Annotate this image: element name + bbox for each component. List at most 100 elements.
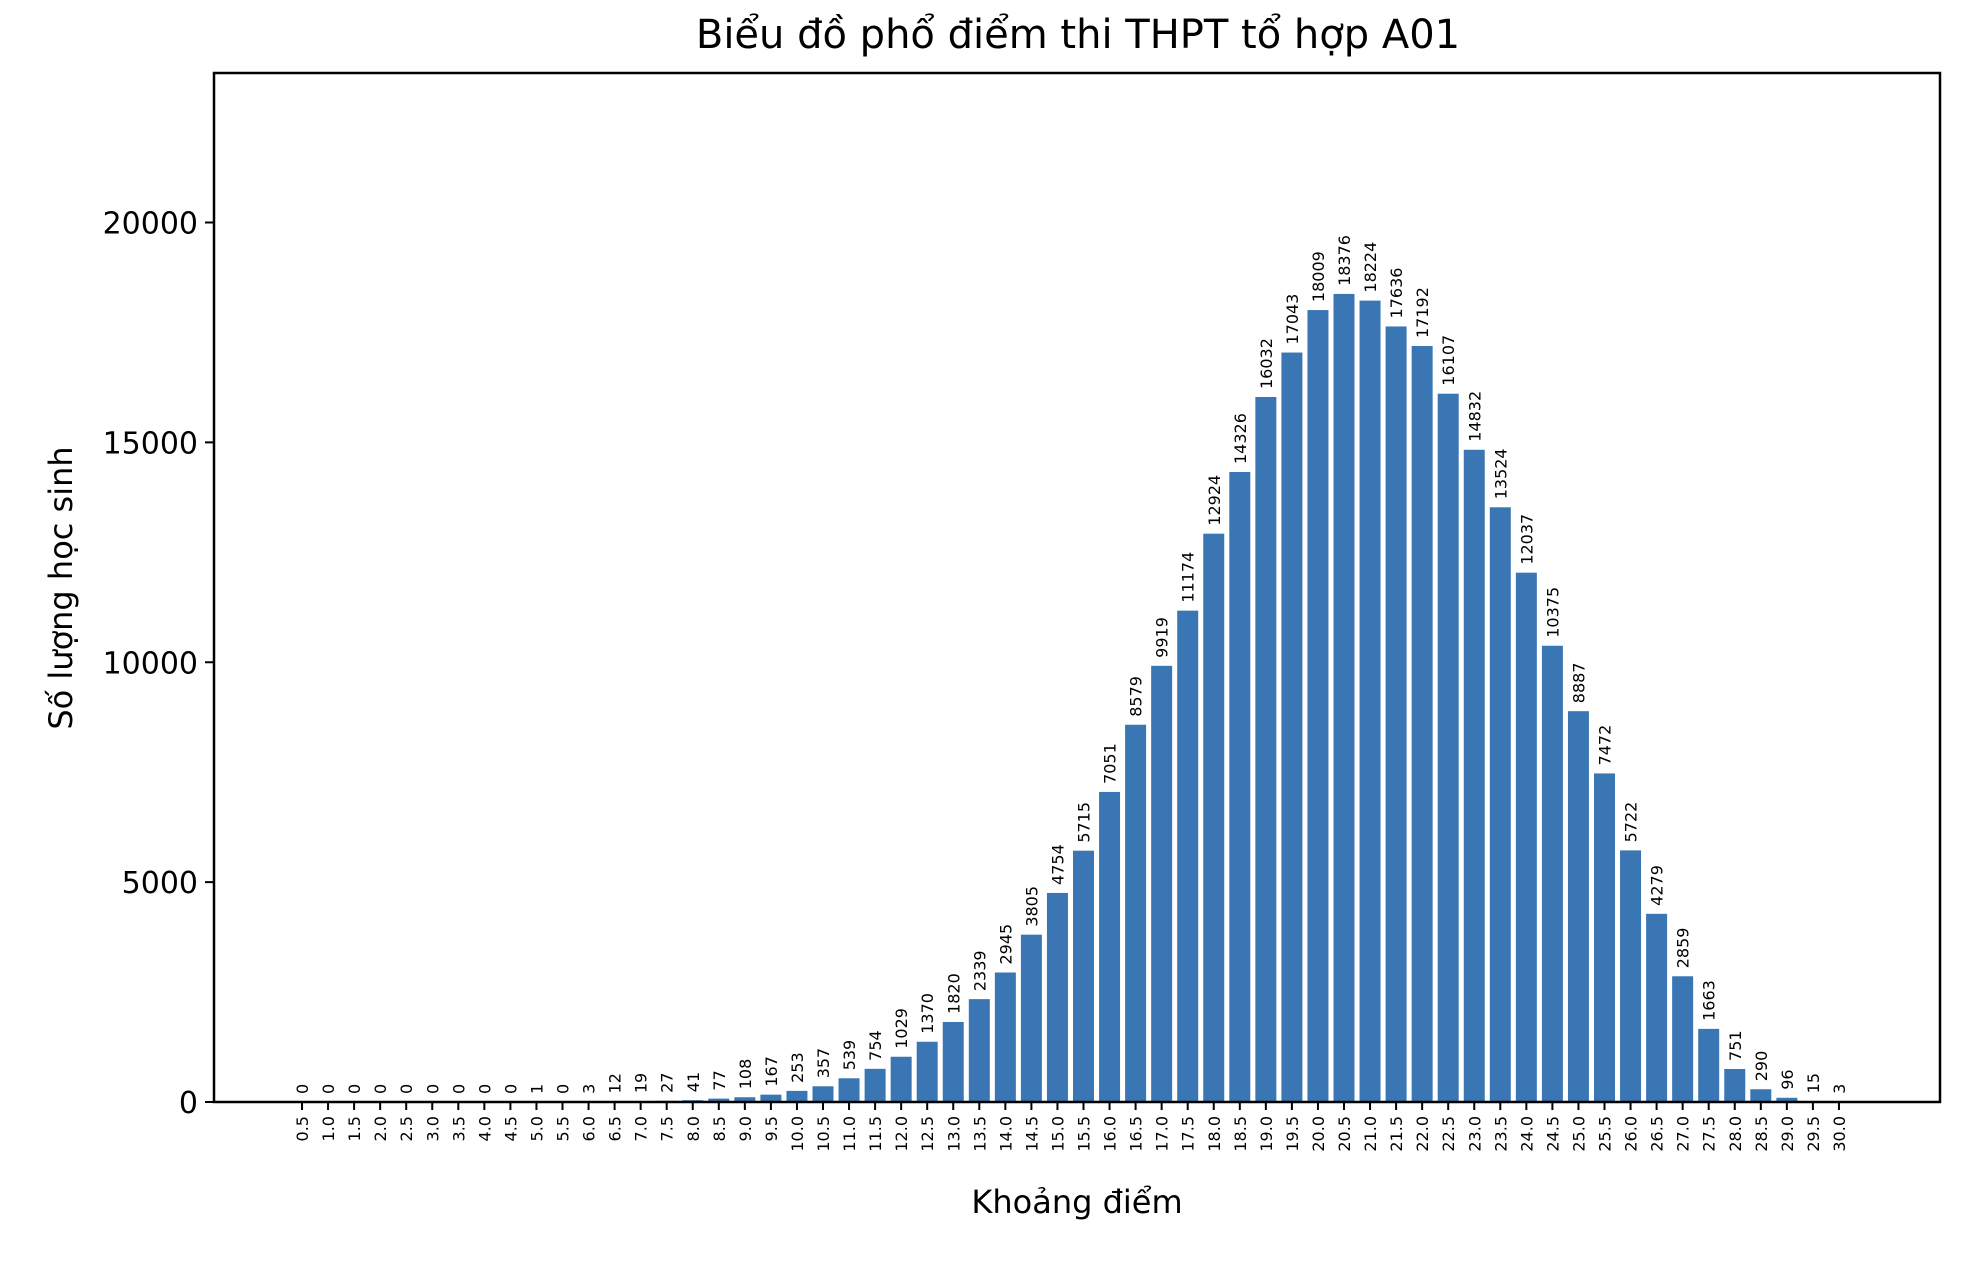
data-label: 754 — [866, 1030, 885, 1061]
bar — [1437, 393, 1459, 1103]
bar — [1099, 791, 1121, 1102]
x-tick-label: 27.0 — [1674, 1116, 1693, 1152]
bar — [1620, 850, 1642, 1102]
x-tick-label: 18.0 — [1205, 1116, 1224, 1152]
bar — [708, 1098, 730, 1102]
data-label: 10375 — [1543, 587, 1562, 638]
data-label: 1370 — [918, 993, 937, 1034]
x-tick-label: 4.0 — [475, 1116, 494, 1141]
x-tick-label: 29.5 — [1804, 1116, 1823, 1152]
data-label: 1029 — [892, 1008, 911, 1049]
x-tick-label: 3.0 — [423, 1116, 442, 1141]
x-tick-label: 8.5 — [710, 1116, 729, 1141]
x-tick-label: 6.5 — [606, 1116, 625, 1141]
bar — [1698, 1028, 1720, 1102]
y-tick-label: 5000 — [122, 866, 198, 901]
x-tick-label: 23.0 — [1465, 1116, 1484, 1152]
data-label: 14832 — [1465, 391, 1484, 442]
x-tick-label: 7.5 — [658, 1116, 677, 1141]
data-label: 2945 — [996, 924, 1015, 965]
x-tick-label: 8.0 — [684, 1116, 703, 1141]
x-tick-label: 14.0 — [996, 1116, 1015, 1152]
bar — [1594, 773, 1615, 1102]
data-label: 12 — [606, 1073, 625, 1093]
bar — [916, 1041, 938, 1102]
bar — [864, 1068, 886, 1102]
x-tick-label: 23.5 — [1491, 1116, 1510, 1152]
x-tick-label: 10.5 — [814, 1116, 833, 1152]
data-label: 3805 — [1022, 886, 1041, 927]
bar — [1724, 1068, 1746, 1102]
data-label: 4279 — [1648, 865, 1667, 906]
x-tick-label: 22.0 — [1413, 1116, 1432, 1152]
bar — [1567, 711, 1589, 1102]
data-label: 9919 — [1153, 617, 1172, 658]
data-label: 0 — [319, 1084, 338, 1094]
data-label: 5715 — [1075, 802, 1094, 843]
bar — [1333, 293, 1355, 1102]
data-label: 8887 — [1569, 662, 1588, 703]
x-tick-label: 26.0 — [1622, 1116, 1641, 1152]
data-label: 7051 — [1101, 743, 1120, 784]
bar — [942, 1021, 964, 1102]
x-tick-label: 11.5 — [866, 1116, 885, 1152]
x-tick-label: 6.0 — [580, 1116, 599, 1141]
data-label: 13524 — [1491, 448, 1510, 499]
x-tick-label: 21.5 — [1387, 1116, 1406, 1152]
x-tick-label: 15.0 — [1048, 1116, 1067, 1152]
bar — [994, 972, 1016, 1102]
bar — [1281, 352, 1303, 1102]
bar — [760, 1094, 782, 1102]
bar — [812, 1086, 834, 1102]
data-label: 1820 — [944, 973, 963, 1014]
data-label: 16107 — [1439, 335, 1458, 386]
y-tick-label: 0 — [179, 1086, 198, 1121]
data-label: 0 — [371, 1084, 390, 1094]
x-tick-label: 10.0 — [788, 1116, 807, 1152]
plot-area: 050001000015000200000.501.001.502.002.50… — [103, 207, 1850, 1152]
x-tick-label: 28.0 — [1726, 1116, 1745, 1152]
bar — [786, 1090, 808, 1102]
y-axis-label: Số lượng học sinh — [42, 446, 80, 729]
data-label: 41 — [684, 1072, 703, 1092]
data-label: 19 — [632, 1073, 651, 1093]
data-label: 2859 — [1674, 928, 1693, 969]
x-tick-label: 25.0 — [1569, 1116, 1588, 1152]
x-axis-label: Khoảng điểm — [971, 1183, 1182, 1221]
chart-title: Biểu đồ phổ điểm thi THPT tổ hợp A01 — [696, 12, 1460, 58]
data-label: 27 — [658, 1072, 677, 1092]
x-tick-label: 17.5 — [1179, 1116, 1198, 1152]
x-tick-label: 2.0 — [371, 1116, 390, 1141]
x-tick-label: 29.0 — [1778, 1116, 1797, 1152]
data-label: 539 — [840, 1040, 859, 1071]
y-tick-label: 20000 — [103, 207, 198, 242]
data-label: 0 — [475, 1084, 494, 1094]
bar — [1385, 326, 1407, 1102]
x-tick-label: 17.0 — [1153, 1116, 1172, 1152]
bar — [1046, 892, 1068, 1102]
data-label: 12924 — [1205, 475, 1224, 526]
data-label: 18376 — [1335, 235, 1354, 286]
data-label: 2339 — [970, 950, 989, 991]
x-tick-label: 25.5 — [1596, 1116, 1615, 1152]
x-tick-label: 24.5 — [1543, 1116, 1562, 1152]
x-tick-label: 28.5 — [1752, 1116, 1771, 1152]
bar — [1229, 472, 1251, 1103]
data-label: 77 — [710, 1070, 729, 1090]
bar — [1515, 572, 1537, 1102]
x-tick-label: 12.5 — [918, 1116, 937, 1152]
bar — [1541, 645, 1563, 1102]
data-label: 96 — [1778, 1069, 1797, 1089]
x-tick-label: 30.0 — [1830, 1116, 1849, 1152]
data-label: 17636 — [1387, 268, 1406, 319]
bar — [890, 1056, 912, 1102]
y-tick-label: 10000 — [103, 646, 198, 681]
x-tick-label: 12.0 — [892, 1116, 911, 1152]
data-label: 3 — [580, 1084, 599, 1094]
x-tick-label: 2.5 — [397, 1116, 416, 1141]
x-tick-label: 4.5 — [501, 1116, 520, 1141]
x-tick-label: 16.5 — [1127, 1116, 1146, 1152]
data-label: 0 — [397, 1084, 416, 1094]
bar — [1646, 913, 1668, 1102]
